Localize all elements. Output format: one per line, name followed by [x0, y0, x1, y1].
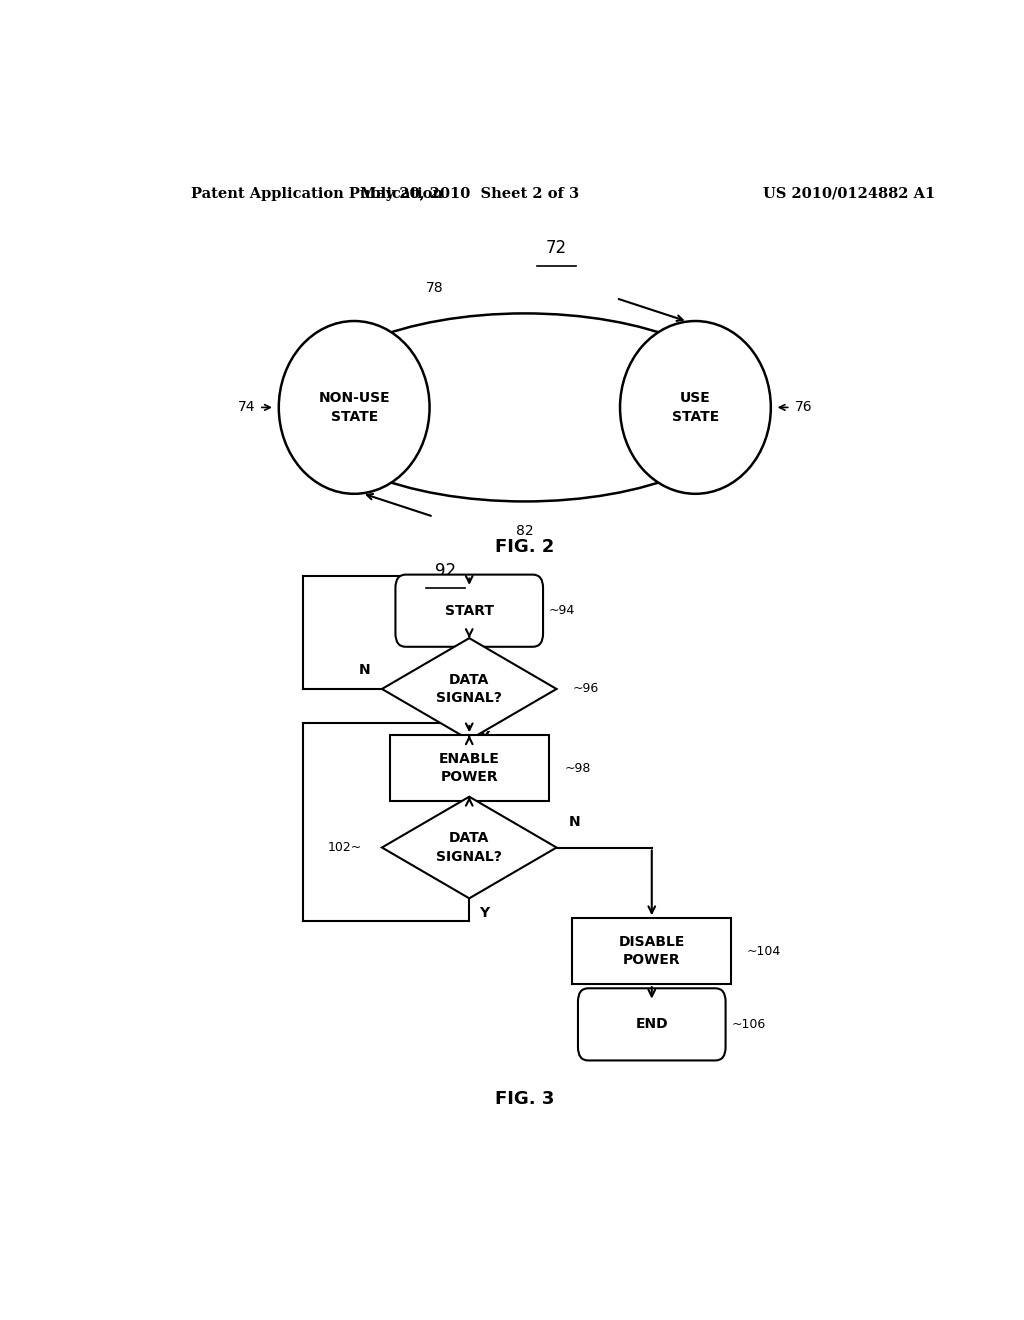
- Text: 76: 76: [795, 400, 812, 414]
- Text: ENABLE
POWER: ENABLE POWER: [439, 752, 500, 784]
- Text: 78: 78: [426, 281, 443, 296]
- Text: DATA
SIGNAL?: DATA SIGNAL?: [436, 673, 502, 705]
- Text: ~98: ~98: [564, 762, 591, 775]
- Text: N: N: [358, 663, 370, 677]
- Text: START: START: [444, 603, 494, 618]
- Ellipse shape: [620, 321, 771, 494]
- Text: 82: 82: [516, 524, 534, 537]
- Text: ~94: ~94: [549, 605, 574, 618]
- Text: Patent Application Publication: Patent Application Publication: [191, 187, 443, 201]
- Text: Y: Y: [479, 730, 489, 744]
- Text: Y: Y: [479, 907, 489, 920]
- Text: NON-USE
STATE: NON-USE STATE: [318, 391, 390, 424]
- Text: FIG. 3: FIG. 3: [496, 1089, 554, 1107]
- Text: 72: 72: [546, 239, 567, 257]
- Text: DATA
SIGNAL?: DATA SIGNAL?: [436, 832, 502, 863]
- Text: US 2010/0124882 A1: US 2010/0124882 A1: [763, 187, 935, 201]
- Text: 74: 74: [238, 400, 255, 414]
- Text: FIG. 2: FIG. 2: [496, 537, 554, 556]
- Text: 102~: 102~: [328, 841, 362, 854]
- Text: USE
STATE: USE STATE: [672, 391, 719, 424]
- Bar: [572, 919, 731, 985]
- FancyBboxPatch shape: [395, 574, 543, 647]
- Text: END: END: [636, 1018, 668, 1031]
- Text: DISABLE
POWER: DISABLE POWER: [618, 935, 685, 968]
- Text: N: N: [568, 816, 580, 829]
- Text: 92: 92: [435, 562, 456, 581]
- Text: May 20, 2010  Sheet 2 of 3: May 20, 2010 Sheet 2 of 3: [359, 187, 579, 201]
- Polygon shape: [382, 638, 557, 739]
- Text: ~96: ~96: [572, 682, 599, 696]
- FancyBboxPatch shape: [578, 989, 726, 1060]
- Text: ~106: ~106: [731, 1018, 765, 1031]
- Polygon shape: [382, 797, 557, 899]
- Text: ~104: ~104: [748, 945, 781, 958]
- Bar: [390, 735, 549, 801]
- Ellipse shape: [279, 321, 430, 494]
